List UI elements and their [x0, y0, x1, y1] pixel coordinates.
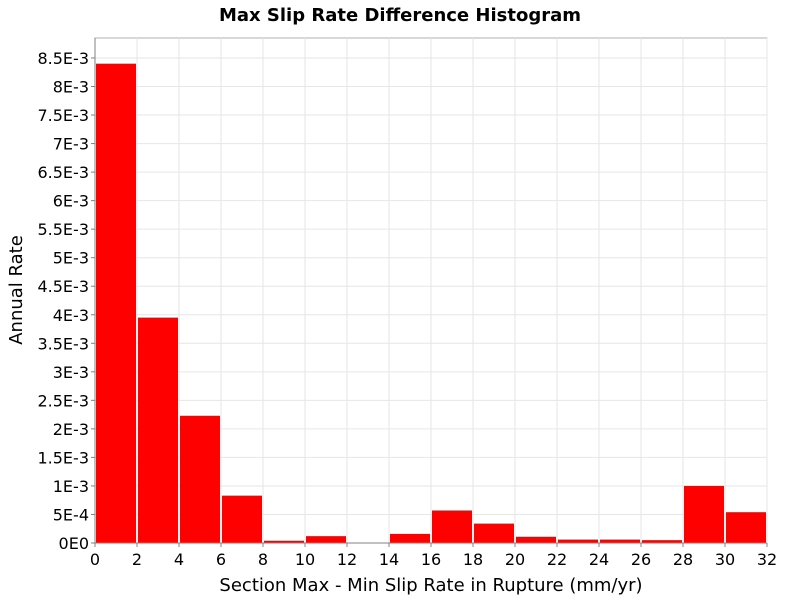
- x-axis-label: Section Max - Min Slip Rate in Rupture (…: [219, 575, 642, 596]
- x-tick-label: 22: [547, 550, 567, 569]
- y-axis-label: Annual Rate: [6, 235, 27, 345]
- histogram-bar: [138, 317, 178, 543]
- y-tick-label: 2E-3: [53, 420, 89, 439]
- y-tick-label: 0E0: [59, 534, 89, 553]
- x-tick-label: 26: [631, 550, 651, 569]
- chart-title: Max Slip Rate Difference Histogram: [219, 5, 581, 26]
- histogram-bar: [180, 415, 220, 543]
- histogram-bar: [726, 512, 766, 543]
- x-tick-label: 8: [258, 550, 268, 569]
- x-tick-label: 6: [216, 550, 226, 569]
- y-tick-label: 7.5E-3: [37, 106, 89, 125]
- x-tick-label: 32: [757, 550, 777, 569]
- x-tick-labels: 0 2 4 6 8 10 12 14 16 18 20 22 24 26 28 30 32: [90, 543, 777, 569]
- y-tick-label: 8E-3: [53, 78, 89, 97]
- x-tick-label: 0: [90, 550, 100, 569]
- histogram-bar: [306, 536, 346, 543]
- bars: [96, 63, 766, 543]
- histogram-bar: [642, 540, 682, 543]
- histogram-bar: [390, 533, 430, 543]
- y-tick-label: 1E-3: [53, 477, 89, 496]
- y-tick-label: 2.5E-3: [37, 391, 89, 410]
- y-tick-label: 5.5E-3: [37, 220, 89, 239]
- y-tick-label: 7E-3: [53, 135, 89, 154]
- y-tick-label: 4E-3: [53, 306, 89, 325]
- x-tick-label: 28: [673, 550, 693, 569]
- x-tick-label: 18: [463, 550, 483, 569]
- x-tick-label: 2: [132, 550, 142, 569]
- histogram-bar: [600, 539, 640, 543]
- x-tick-label: 20: [505, 550, 525, 569]
- x-tick-label: 14: [379, 550, 399, 569]
- y-tick-label: 6.5E-3: [37, 163, 89, 182]
- y-tick-label: 5E-3: [53, 249, 89, 268]
- y-tick-label: 4.5E-3: [37, 277, 89, 296]
- y-tick-label: 8.5E-3: [37, 49, 89, 68]
- x-tick-label: 30: [715, 550, 735, 569]
- y-tick-label: 6E-3: [53, 192, 89, 211]
- x-tick-label: 24: [589, 550, 609, 569]
- histogram-bar: [96, 63, 136, 543]
- histogram-bar: [558, 539, 598, 543]
- x-tick-label: 10: [295, 550, 315, 569]
- y-tick-labels: 0E0 5E-4 1E-3 1.5E-3 2E-3 2.5E-3 3E-3 3.5E-3 4E-…: [37, 49, 95, 553]
- histogram-bar: [516, 536, 556, 543]
- y-tick-label: 1.5E-3: [37, 448, 89, 467]
- histogram-bar: [264, 540, 304, 543]
- y-tick-label: 3.5E-3: [37, 334, 89, 353]
- x-tick-label: 16: [421, 550, 441, 569]
- histogram-bar: [432, 510, 472, 543]
- y-tick-label: 5E-4: [53, 505, 89, 524]
- histogram-bar: [684, 485, 724, 543]
- histogram-bar: [222, 495, 262, 543]
- x-tick-label: 4: [174, 550, 184, 569]
- y-tick-label: 3E-3: [53, 363, 89, 382]
- histogram-bar: [474, 523, 514, 543]
- x-tick-label: 12: [337, 550, 357, 569]
